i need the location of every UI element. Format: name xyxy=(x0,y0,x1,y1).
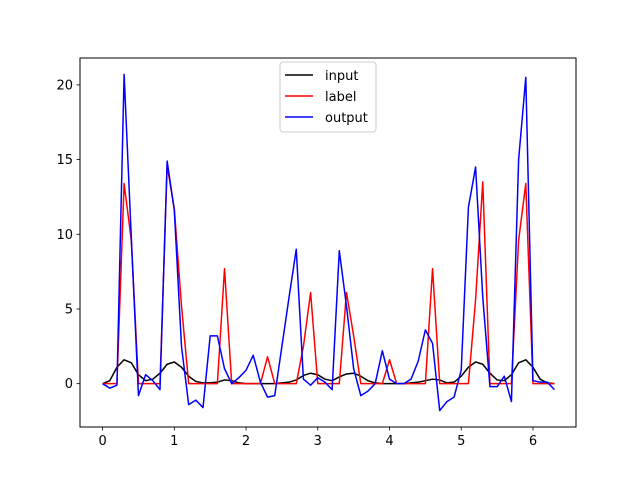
x-tick-label: 0 xyxy=(98,434,106,449)
legend-items: input label output xyxy=(285,69,368,126)
series-line-input xyxy=(102,359,555,385)
legend: input label output xyxy=(279,61,377,133)
x-tick-label: 2 xyxy=(242,434,250,449)
x-tick-label: 6 xyxy=(529,434,537,449)
legend-label-label: label xyxy=(325,90,356,105)
x-tick-label: 4 xyxy=(385,434,393,449)
x-tick-label: 1 xyxy=(170,434,178,449)
y-tick-label: 0 xyxy=(65,377,73,392)
series-layer xyxy=(102,73,556,412)
x-axis: 0 1 2 3 4 5 6 xyxy=(98,427,537,449)
y-tick-label: 10 xyxy=(56,228,73,243)
x-tick-label: 5 xyxy=(457,434,465,449)
x-tick-label: 3 xyxy=(314,434,322,449)
legend-label-input: input xyxy=(325,69,358,84)
plot-area-frame xyxy=(79,57,577,428)
y-axis: 0 5 10 15 20 xyxy=(56,78,80,392)
y-tick-label: 20 xyxy=(56,78,73,93)
y-tick-label: 5 xyxy=(65,302,73,317)
y-tick-label: 15 xyxy=(56,153,73,168)
series-line-output xyxy=(102,73,556,412)
legend-box xyxy=(279,61,377,133)
legend-label-output: output xyxy=(325,111,368,126)
